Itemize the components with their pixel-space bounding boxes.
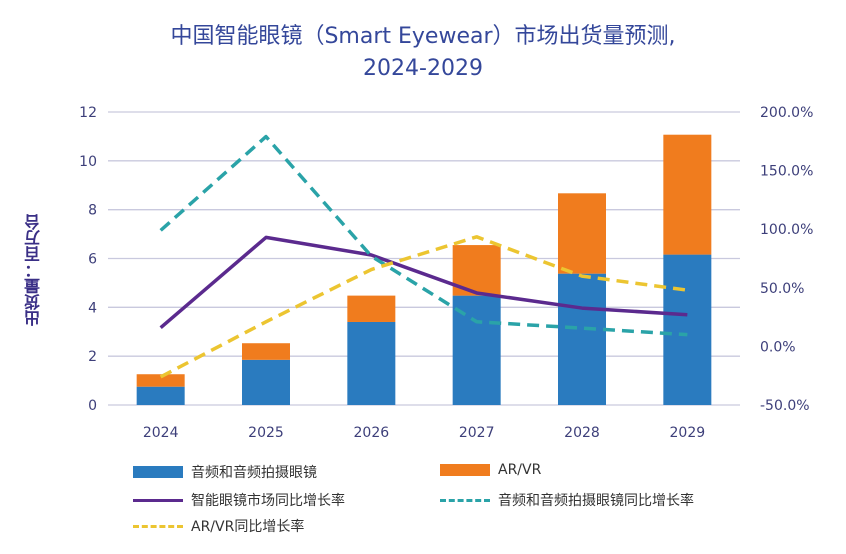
legend-label: 智能眼镜市场同比增长率	[191, 493, 345, 509]
bar-音频和音频拍摄眼镜	[558, 273, 606, 405]
legend-item-arvr-growth: AR/VR同比增长率	[133, 516, 304, 536]
x-tick-label: 2024	[143, 425, 179, 441]
legend-swatch	[440, 464, 490, 476]
bar-AR/VR	[136, 374, 185, 387]
y-tick-label: 8	[88, 203, 97, 219]
y-tick-label: 0	[88, 398, 97, 414]
legend-item-market-growth: 智能眼镜市场同比增长率	[133, 490, 345, 510]
bar-音频和音频拍摄眼镜	[347, 321, 396, 405]
y2-tick-label: 150.0%	[760, 164, 813, 180]
bar-音频和音频拍摄眼镜	[663, 254, 712, 405]
y-tick-label: 10	[79, 154, 97, 170]
chart-title-line2: 2024-2029	[363, 56, 483, 81]
legend-line	[133, 524, 183, 528]
bar-音频和音频拍摄眼镜	[242, 359, 290, 405]
line-智能眼镜市场同比增长率	[159, 235, 688, 329]
chart-title-line1: 中国智能眼镜（Smart Eyewear）市场出货量预测,	[170, 24, 676, 49]
legend-item-audio-growth: 音频和音频拍摄眼镜同比增长率	[440, 490, 694, 510]
x-tick-label: 2025	[248, 425, 284, 441]
y-tick-label: 12	[79, 105, 97, 121]
legend-item-audio: 音频和音频拍摄眼镜	[133, 462, 317, 482]
y-tick-label: 4	[88, 300, 97, 316]
bar-AR/VR	[347, 295, 396, 322]
y2-tick-label: 50.0%	[760, 281, 804, 297]
legend-line	[133, 498, 183, 502]
legend-label: 音频和音频拍摄眼镜同比增长率	[498, 493, 694, 509]
legend-item-arvr: AR/VR	[440, 462, 541, 478]
legend-line	[440, 498, 490, 502]
y2-tick-label: 200.0%	[760, 105, 813, 121]
y2-tick-label: 0.0%	[760, 339, 796, 355]
bar-AR/VR	[663, 134, 712, 255]
x-tick-label: 2026	[354, 425, 390, 441]
bar-音频和音频拍摄眼镜	[136, 386, 185, 405]
bar-AR/VR	[558, 193, 606, 274]
legend-label: AR/VR	[498, 462, 542, 478]
x-tick-label: 2028	[564, 425, 600, 441]
bar-AR/VR	[242, 343, 290, 360]
line-音频和音频拍摄眼镜同比增长率	[159, 134, 688, 337]
y2-tick-label: 100.0%	[760, 222, 813, 238]
y-tick-label: 2	[88, 349, 97, 365]
y-tick-label: 6	[88, 252, 97, 268]
y2-tick-label: -50.0%	[760, 398, 810, 414]
x-tick-label: 2029	[670, 425, 706, 441]
legend-label: 音频和音频拍摄眼镜	[191, 465, 317, 481]
line-AR/VR同比增长率	[159, 235, 688, 379]
legend-swatch	[133, 466, 183, 478]
legend-label: AR/VR同比增长率	[191, 519, 305, 535]
x-tick-label: 2027	[459, 425, 495, 441]
